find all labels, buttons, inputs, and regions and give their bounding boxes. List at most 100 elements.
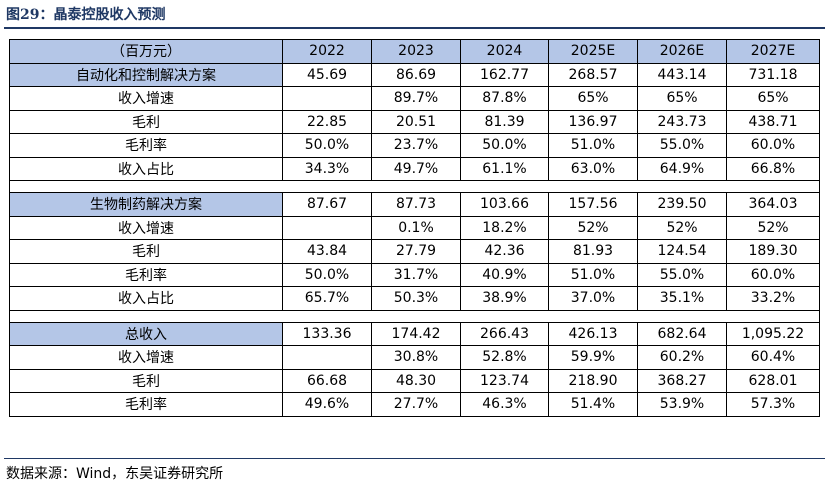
table-row: 收入增速 0.1% 18.2% 52% 52% 52% xyxy=(9,215,820,240)
gap-cell xyxy=(548,180,638,193)
table-row: 生物制药解决方案 87.67 87.73 103.66 157.56 239.50 364.… xyxy=(9,192,820,217)
value-cell: 35.1% xyxy=(637,286,727,311)
value-cell: 27.79 xyxy=(371,239,461,264)
table-row: 收入增速 30.8% 52.8% 59.9% 60.2% 60.4% xyxy=(9,345,820,370)
value-cell: 731.18 xyxy=(726,62,820,87)
value-cell: 174.42 xyxy=(371,321,461,346)
value-cell: 266.43 xyxy=(460,321,549,346)
value-cell: 38.9% xyxy=(460,286,549,311)
value-cell: 123.74 xyxy=(460,368,549,393)
value-cell: 63.0% xyxy=(548,156,638,181)
value-cell: 65% xyxy=(548,86,638,111)
value-cell: 51.4% xyxy=(548,392,638,417)
value-cell: 133.36 xyxy=(282,321,372,346)
row-label: 生物制药解决方案 xyxy=(9,192,283,217)
value-cell: 50.0% xyxy=(282,262,372,287)
value-cell: 66.68 xyxy=(282,368,372,393)
gap-cell xyxy=(460,309,549,323)
value-cell: 157.56 xyxy=(548,192,638,217)
value-cell: 218.90 xyxy=(548,368,638,393)
table-row: 毛利率 50.0% 31.7% 40.9% 51.0% 55.0% 60.0% xyxy=(9,262,820,287)
table-row: 收入增速 89.7% 87.8% 65% 65% 65% xyxy=(9,86,820,111)
table-row: 总收入 133.36 174.42 266.43 426.13 682.64 1,095.2… xyxy=(9,321,820,346)
row-label: 自动化和控制解决方案 xyxy=(9,62,283,87)
header-2023: 2023 xyxy=(371,39,461,64)
value-cell: 37.0% xyxy=(548,286,638,311)
value-cell: 60.2% xyxy=(637,345,727,370)
value-cell: 61.1% xyxy=(460,156,549,181)
value-cell: 46.3% xyxy=(460,392,549,417)
value-cell: 23.7% xyxy=(371,133,461,158)
value-cell: 27.7% xyxy=(371,392,461,417)
table-row: 收入占比 34.3% 49.7% 61.1% 63.0% 64.9% 66.8% xyxy=(9,156,820,181)
table-row: 毛利 66.68 48.30 123.74 218.90 368.27 628.01 xyxy=(9,368,820,393)
row-label: 总收入 xyxy=(9,321,283,346)
gap-cell xyxy=(371,309,461,323)
value-cell: 103.66 xyxy=(460,192,549,217)
row-label: 毛利 xyxy=(9,109,283,134)
value-cell: 87.67 xyxy=(282,192,372,217)
value-cell: 682.64 xyxy=(637,321,727,346)
gap-cell xyxy=(282,309,372,323)
header-2024: 2024 xyxy=(460,39,549,64)
table-body: 自动化和控制解决方案 45.69 86.69 162.77 268.57 443.14 73… xyxy=(9,62,820,417)
gap-cell xyxy=(371,180,461,193)
value-cell: 52% xyxy=(548,215,638,240)
value-cell: 51.0% xyxy=(548,262,638,287)
table-row: 毛利 43.84 27.79 42.36 81.93 124.54 189.30 xyxy=(9,239,820,264)
table-row: 毛利 22.85 20.51 81.39 136.97 243.73 438.71 xyxy=(9,109,820,134)
value-cell: 81.39 xyxy=(460,109,549,134)
value-cell: 18.2% xyxy=(460,215,549,240)
row-label: 毛利率 xyxy=(9,392,283,417)
row-label: 收入占比 xyxy=(9,156,283,181)
value-cell: 364.03 xyxy=(726,192,820,217)
value-cell: 136.97 xyxy=(548,109,638,134)
value-cell: 87.73 xyxy=(371,192,461,217)
gap-cell xyxy=(460,180,549,193)
table-header-row: （百万元） 2022 2023 2024 2025E 2026E 2027E xyxy=(9,39,820,64)
row-label: 毛利率 xyxy=(9,262,283,287)
value-cell: 162.77 xyxy=(460,62,549,87)
value-cell: 51.0% xyxy=(548,133,638,158)
value-cell: 33.2% xyxy=(726,286,820,311)
value-cell: 34.3% xyxy=(282,156,372,181)
value-cell: 48.30 xyxy=(371,368,461,393)
gap-cell xyxy=(548,309,638,323)
gap-cell xyxy=(726,180,820,193)
value-cell: 189.30 xyxy=(726,239,820,264)
value-cell: 0.1% xyxy=(371,215,461,240)
section-gap xyxy=(9,309,820,323)
value-cell: 86.69 xyxy=(371,62,461,87)
value-cell: 50.3% xyxy=(371,286,461,311)
value-cell: 60.0% xyxy=(726,262,820,287)
gap-cell xyxy=(726,309,820,323)
value-cell: 87.8% xyxy=(460,86,549,111)
gap-cell xyxy=(637,309,727,323)
header-2022: 2022 xyxy=(282,39,372,64)
value-cell: 64.9% xyxy=(637,156,727,181)
value-cell: 52% xyxy=(726,215,820,240)
gap-cell xyxy=(637,180,727,193)
value-cell: 49.7% xyxy=(371,156,461,181)
value-cell: 22.85 xyxy=(282,109,372,134)
table-row: 毛利率 49.6% 27.7% 46.3% 51.4% 53.9% 57.3% xyxy=(9,392,820,417)
value-cell: 89.7% xyxy=(371,86,461,111)
value-cell: 20.51 xyxy=(371,109,461,134)
value-cell: 50.0% xyxy=(460,133,549,158)
value-cell: 43.84 xyxy=(282,239,372,264)
value-cell: 66.8% xyxy=(726,156,820,181)
header-2027e: 2027E xyxy=(726,39,820,64)
row-label: 毛利 xyxy=(9,368,283,393)
value-cell: 65% xyxy=(726,86,820,111)
value-cell: 31.7% xyxy=(371,262,461,287)
value-cell: 53.9% xyxy=(637,392,727,417)
gap-cell xyxy=(9,309,283,323)
value-cell: 57.3% xyxy=(726,392,820,417)
value-cell: 65% xyxy=(637,86,727,111)
value-cell: 60.4% xyxy=(726,345,820,370)
value-cell: 368.27 xyxy=(637,368,727,393)
row-label: 收入占比 xyxy=(9,286,283,311)
value-cell: 81.93 xyxy=(548,239,638,264)
value-cell: 124.54 xyxy=(637,239,727,264)
value-cell: 49.6% xyxy=(282,392,372,417)
